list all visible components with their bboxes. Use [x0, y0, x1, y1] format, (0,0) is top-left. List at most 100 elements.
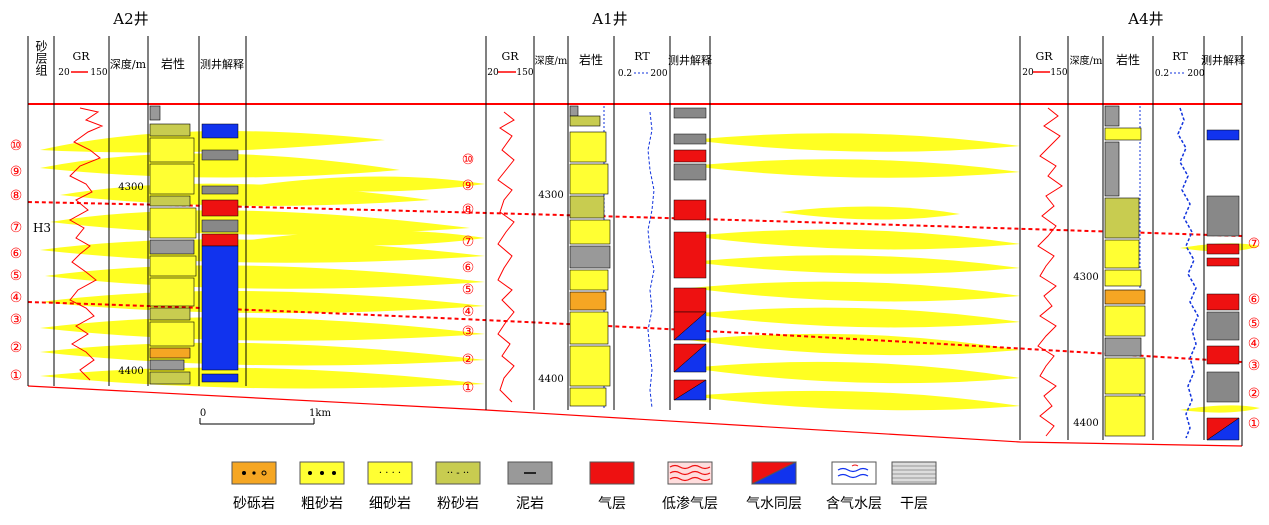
gr-curve: [1037, 107, 1063, 437]
sand-lens: [250, 230, 485, 246]
lithology-column: [149, 105, 197, 385]
header-depth: 深度/m: [535, 54, 568, 67]
legend-label: 气层: [598, 496, 626, 512]
lithology-column: [1104, 105, 1146, 437]
layer-number: ⑤: [1248, 316, 1261, 332]
gr-min: 20: [487, 68, 499, 78]
svg-text:· · · ·: · · · ·: [379, 468, 401, 479]
layer-number: ⑩: [462, 152, 475, 168]
sand-lens: [690, 281, 1020, 302]
legend-label: 细砂岩: [369, 496, 411, 512]
well-name: A1井: [591, 10, 627, 28]
sand-lens: [690, 307, 1020, 328]
header-lithology: 岩性: [1116, 52, 1140, 67]
legend-label: 泥岩: [516, 496, 544, 512]
depth-tick: 4400: [538, 374, 563, 385]
header-lithology: 岩性: [579, 52, 603, 67]
base-line: [27, 385, 1243, 447]
layer-number: ⑩: [10, 138, 23, 154]
sand-lens: [45, 265, 485, 289]
rt-max: 200: [650, 69, 667, 79]
sand-lens: [690, 361, 1020, 384]
layer-number: ③: [1248, 358, 1261, 374]
well-name: A2井: [112, 10, 148, 28]
rt-curve: [647, 111, 655, 409]
well-name: A4井: [1127, 10, 1163, 28]
layer-numbers: ⑩ ⑨ ⑧ ⑦ ⑥ ⑤ ④ ③ ② ①: [462, 152, 475, 396]
legend-label: 砂砾岩: [233, 496, 275, 512]
depth-tick: 4300: [538, 190, 563, 201]
header-gr: GR: [1035, 50, 1053, 63]
rt-max: 200: [1187, 69, 1204, 79]
sand-lens: [250, 176, 485, 192]
layer-number: ③: [462, 324, 475, 340]
legend-label: 干层: [900, 496, 928, 512]
header-rt: RT: [1172, 50, 1188, 63]
header-interpretation: 测井解释: [200, 57, 244, 71]
sand-lens: [40, 153, 400, 178]
gr-max: 150: [516, 68, 533, 78]
header-rt: RT: [634, 50, 650, 63]
scale-bar: 0 1km: [199, 408, 331, 425]
sand-lens: [690, 333, 1020, 356]
sand-lens: [40, 317, 485, 341]
layer-number: ②: [462, 352, 475, 368]
depth-tick: 4300: [1073, 272, 1098, 283]
layer-number: ④: [462, 304, 475, 320]
layer-numbers: ⑩ ⑨ ⑧ ⑦ ⑥ ⑤ ④ ③ ② ①: [10, 138, 23, 384]
sand-lens: [690, 390, 1020, 411]
svg-text:·· - ··: ·· - ··: [447, 468, 469, 479]
legend-label: 含气水层: [826, 496, 882, 512]
sand-lens: [690, 133, 1020, 152]
gr-curve: [497, 111, 515, 403]
gr-max: 150: [1050, 68, 1067, 78]
scale-start: 0: [200, 408, 206, 419]
rt-min: 0.2: [618, 69, 632, 79]
header-interpretation: 测井解释: [1201, 53, 1245, 67]
sand-lens: [690, 159, 1020, 178]
interpretation-column: [201, 123, 239, 383]
legend-swatch-gas-layer: [589, 461, 635, 485]
legend-swatch-dry-layer: [891, 461, 937, 485]
layer-number: ⑧: [462, 202, 475, 218]
scale-end: 1km: [309, 408, 331, 419]
layer-number: ⑥: [1248, 292, 1261, 308]
layer-numbers: ⑦ ⑥ ⑤ ④ ③ ② ①: [1248, 236, 1261, 432]
depth-tick: 4400: [1073, 418, 1098, 429]
legend-label: 粉砂岩: [437, 496, 479, 512]
layer-number: ⑥: [10, 246, 23, 262]
layer-number: ③: [10, 312, 23, 328]
sand-lens: [40, 342, 485, 366]
layer-number: ②: [10, 340, 23, 356]
zone-label: H3: [33, 221, 51, 235]
header-depth: 深度/m: [110, 57, 147, 71]
layer-number: ①: [10, 368, 23, 384]
gr-curve: [68, 107, 104, 381]
layer-number: ⑦: [1248, 236, 1261, 252]
header-sand-group: 砂层组: [34, 40, 48, 76]
interpretation-column: [673, 107, 707, 401]
header-depth: 深度/m: [1070, 54, 1103, 67]
sand-lens: [690, 255, 1020, 274]
layer-number: ④: [10, 290, 23, 306]
header-lithology: 岩性: [161, 56, 185, 71]
interpretation-column: [1206, 129, 1240, 441]
layer-number: ④: [1248, 336, 1261, 352]
layer-number: ⑤: [10, 268, 23, 284]
layer-number: ⑨: [462, 178, 475, 194]
rt-curve: [1177, 107, 1199, 439]
legend-label: 低渗气层: [662, 496, 718, 512]
layer-number: ⑧: [10, 188, 23, 204]
depth-tick: 4300: [118, 182, 143, 193]
well-a2: A2井 砂层组 GR 20 150 深度/m 岩性 测井解释 H3 4300 4…: [10, 10, 247, 386]
layer-number: ①: [462, 380, 475, 396]
legend-swatch-fine-sandstone: [367, 461, 413, 485]
sand-lens: [690, 229, 1020, 250]
layer-number: ⑦: [10, 220, 23, 236]
header-interpretation: 测井解释: [668, 53, 712, 67]
legend-label: 气水同层: [746, 496, 802, 512]
legend-swatch-gas-bearing-water: [831, 461, 877, 485]
legend-label: 粗砂岩: [301, 496, 343, 512]
well-a4: A4井 GR 20 150 深度/m 岩性 RT 0.2 200 测井解释 43…: [1019, 10, 1261, 446]
